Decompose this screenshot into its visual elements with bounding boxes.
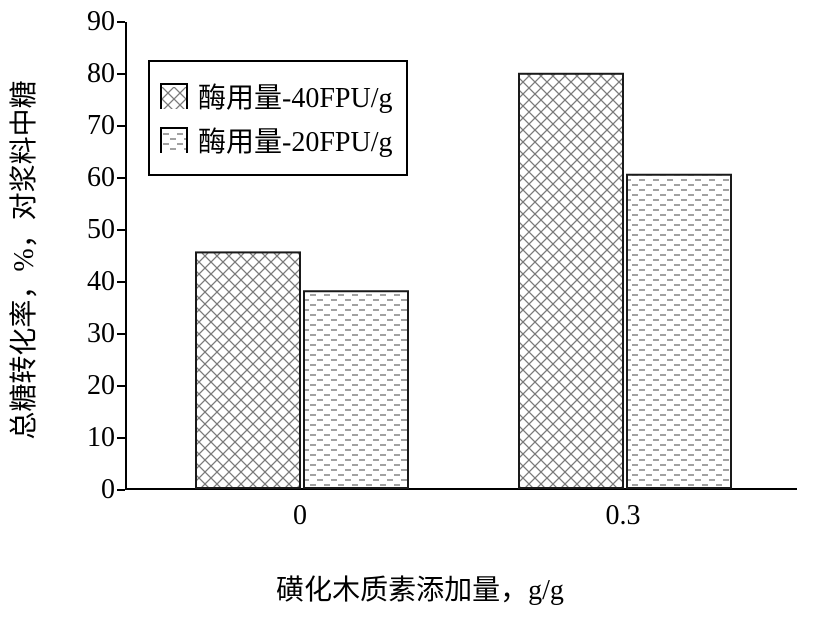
- x-axis-label: 磺化木质素添加量，g/g: [0, 568, 840, 608]
- legend-swatch-dash: [160, 127, 188, 153]
- y-tick: [117, 385, 125, 387]
- y-tick: [117, 281, 125, 283]
- bar-s0-c0: [196, 252, 300, 488]
- legend: 酶用量-40FPU/g 酶用量-20FPU/g: [148, 60, 408, 176]
- y-tick-label: 90: [55, 6, 115, 38]
- y-tick-label: 0: [55, 474, 115, 506]
- bar-s0-c1: [519, 74, 623, 488]
- y-tick: [117, 177, 125, 179]
- bar-chart: 总糖转化率，%，对浆料中糖 磺化木质素添加量，g/g 0 10 20 30 40 50 60…: [0, 0, 840, 623]
- y-tick-label: 10: [55, 422, 115, 454]
- y-axis-label: 总糖转化率，%，对浆料中糖: [2, 80, 42, 439]
- y-tick-label: 60: [55, 162, 115, 194]
- bar-s1-c0: [304, 291, 408, 488]
- y-tick: [117, 333, 125, 335]
- y-tick-label: 40: [55, 266, 115, 298]
- legend-swatch-crosshatch: [160, 83, 188, 109]
- legend-label-0: 酶用量-40FPU/g: [198, 76, 392, 116]
- legend-item-0: 酶用量-40FPU/g: [160, 76, 392, 116]
- y-tick-label: 50: [55, 214, 115, 246]
- y-tick-label: 80: [55, 58, 115, 90]
- y-tick-label: 70: [55, 110, 115, 142]
- y-tick: [117, 489, 125, 491]
- y-tick-label: 30: [55, 318, 115, 350]
- x-tick-1: 0.3: [606, 500, 641, 532]
- y-tick: [117, 437, 125, 439]
- y-tick: [117, 125, 125, 127]
- bar-s1-c1: [627, 175, 731, 488]
- y-tick: [117, 229, 125, 231]
- y-tick: [117, 73, 125, 75]
- y-tick-label: 20: [55, 370, 115, 402]
- legend-item-1: 酶用量-20FPU/g: [160, 120, 392, 160]
- legend-label-1: 酶用量-20FPU/g: [198, 120, 392, 160]
- x-tick-0: 0: [293, 500, 307, 532]
- y-tick: [117, 21, 125, 23]
